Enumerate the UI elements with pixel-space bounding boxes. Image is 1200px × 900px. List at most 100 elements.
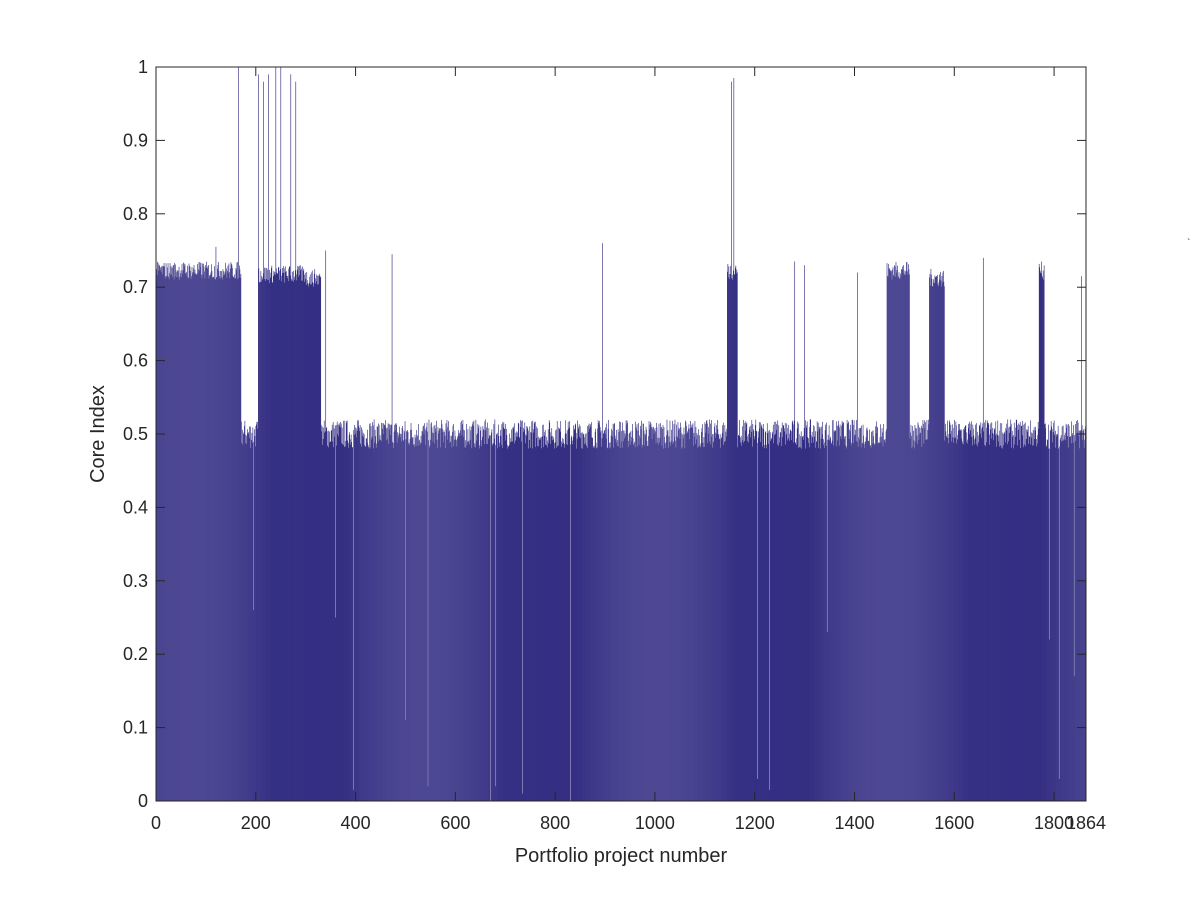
bar [633, 443, 635, 801]
bar [542, 424, 544, 801]
bar [465, 440, 466, 801]
bar [1058, 448, 1059, 801]
bar [543, 447, 545, 801]
bar [278, 266, 280, 802]
bar [355, 433, 356, 801]
bar [282, 266, 284, 801]
bar [456, 440, 457, 801]
bar [316, 284, 318, 801]
bar [344, 447, 345, 801]
bar [972, 445, 973, 801]
bar [501, 444, 502, 801]
bar [780, 432, 782, 801]
bar [522, 793, 524, 801]
bar [715, 437, 716, 801]
bar [159, 270, 161, 801]
bar [976, 431, 978, 801]
bar [850, 424, 851, 801]
bar [659, 438, 661, 801]
bar [584, 434, 586, 801]
bar [198, 261, 200, 801]
bar [373, 448, 374, 801]
bar [891, 270, 892, 801]
bar [238, 278, 240, 801]
bar [382, 428, 383, 801]
bar [714, 426, 715, 801]
bar [274, 275, 276, 801]
bar [254, 436, 256, 801]
bar [925, 439, 927, 801]
bar [448, 431, 450, 801]
bar [893, 276, 895, 802]
bar [1039, 267, 1040, 802]
bar [358, 427, 360, 801]
bar [502, 421, 504, 801]
bar [820, 448, 821, 801]
bar [712, 434, 713, 801]
bar [887, 275, 888, 802]
bar [346, 420, 348, 801]
bar [729, 274, 730, 801]
bar [767, 433, 769, 801]
bar [521, 441, 523, 801]
bar [281, 267, 283, 802]
bar [244, 420, 246, 801]
bar [312, 283, 314, 801]
bar [884, 440, 885, 801]
bar [508, 433, 510, 801]
bar [949, 420, 950, 801]
bar [539, 437, 541, 801]
bar [891, 279, 893, 801]
bar [288, 268, 290, 802]
bar [421, 442, 422, 801]
bar [203, 266, 205, 802]
bar [262, 276, 264, 801]
bar [404, 421, 406, 801]
bar [1075, 433, 1077, 801]
bar [804, 448, 806, 801]
bar [1046, 445, 1047, 801]
bar [382, 434, 384, 801]
bar [419, 445, 421, 801]
bar [370, 447, 371, 801]
bar [487, 443, 489, 801]
bar [230, 262, 232, 801]
bar [387, 439, 388, 801]
bar [853, 443, 854, 801]
bar [488, 428, 490, 801]
bar [634, 447, 636, 801]
bar [720, 434, 722, 801]
bar [601, 438, 603, 801]
bar [339, 425, 341, 801]
bar [192, 272, 194, 802]
bar [551, 440, 553, 801]
bar [223, 271, 224, 802]
bar [507, 445, 509, 801]
bar [1032, 433, 1034, 801]
bar [935, 277, 937, 802]
bar [924, 428, 926, 801]
bar [178, 270, 179, 801]
bar [769, 432, 771, 801]
bar [473, 426, 474, 801]
bar [966, 442, 967, 801]
bar [599, 427, 601, 801]
bar [278, 270, 280, 801]
bar [466, 424, 467, 801]
bar [637, 430, 639, 801]
bar [326, 427, 328, 801]
bar [886, 263, 888, 802]
bar [164, 266, 165, 801]
bar [638, 444, 640, 801]
bar [1022, 420, 1024, 801]
bar [224, 274, 225, 801]
bar [986, 420, 988, 801]
bar [875, 426, 876, 801]
bar [763, 429, 765, 801]
bar [888, 268, 890, 801]
bar [571, 440, 573, 801]
bar [860, 427, 861, 801]
bar [559, 428, 561, 801]
bar [984, 444, 986, 801]
bar [661, 445, 663, 801]
